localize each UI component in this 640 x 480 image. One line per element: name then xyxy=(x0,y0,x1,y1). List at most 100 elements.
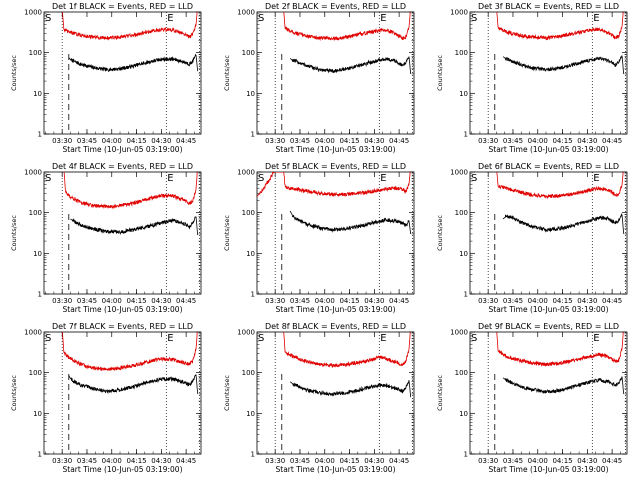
y-tick-label: 1000 xyxy=(24,169,42,177)
x-tick-label: 04:45 xyxy=(389,457,409,465)
series-line-events xyxy=(70,216,199,236)
x-axis-label: Start Time (10-Jun-05 03:19:00) xyxy=(489,465,609,474)
y-tick-label: 1000 xyxy=(450,169,468,177)
x-tick-label: 04:00 xyxy=(102,297,122,305)
x-tick-label: 04:15 xyxy=(126,297,146,305)
plot-frame xyxy=(469,331,628,455)
y-tick-label: 10 xyxy=(459,410,468,418)
x-tick-label: 04:45 xyxy=(176,297,196,305)
panel-5: Det 5f BLACK = Events, RED = LLD 1 10 100 10… xyxy=(223,162,415,314)
x-tick-label: 04:45 xyxy=(389,137,409,145)
y-tick-label: 1000 xyxy=(24,9,42,17)
y-axis-label: Counts/sec xyxy=(436,55,444,91)
y-tick-label: 100 xyxy=(242,49,255,57)
panel-2: Det 2f BLACK = Events, RED = LLD 1 10 100 10… xyxy=(223,2,415,154)
series-line-lld xyxy=(496,172,624,200)
x-tick-label: 04:45 xyxy=(602,297,622,305)
series-line-lld xyxy=(257,172,411,198)
y-tick-label: 10 xyxy=(246,410,255,418)
series-line-lld xyxy=(496,12,624,41)
x-tick-label: 04:30 xyxy=(364,297,384,305)
x-tick-label: 04:30 xyxy=(151,297,171,305)
series-group xyxy=(496,332,625,394)
series-group xyxy=(496,12,625,74)
end-marker: E xyxy=(167,13,173,24)
x-tick-label: 04:30 xyxy=(577,457,597,465)
panel-3: Det 3f BLACK = Events, RED = LLD 1 10 100 10… xyxy=(436,2,628,154)
x-tick-label: 04:30 xyxy=(364,137,384,145)
x-axis-label: Start Time (10-Jun-05 03:19:00) xyxy=(63,465,183,474)
start-marker: S xyxy=(45,173,51,184)
y-tick-label: 1000 xyxy=(24,329,42,337)
plot-frame xyxy=(256,331,415,455)
panel-4: Det 4f BLACK = Events, RED = LLD 1 10 100 10… xyxy=(10,162,202,314)
y-tick-label: 1000 xyxy=(237,329,255,337)
x-tick-label: 03:45 xyxy=(503,297,523,305)
x-tick-label: 03:45 xyxy=(290,457,310,465)
start-marker: S xyxy=(471,333,477,344)
x-tick-label: 04:45 xyxy=(602,457,622,465)
series-line-lld xyxy=(62,332,198,372)
series-group xyxy=(257,172,412,234)
y-tick-label: 1 xyxy=(464,131,468,139)
y-tick-label: 1 xyxy=(38,131,42,139)
panel-title: Det 3f BLACK = Events, RED = LLD xyxy=(478,2,619,11)
y-tick-label: 100 xyxy=(242,209,255,217)
x-tick-label: 04:15 xyxy=(552,457,572,465)
series-group xyxy=(283,332,412,398)
panel-8: Det 8f BLACK = Events, RED = LLD 1 10 100 10… xyxy=(223,322,415,474)
y-axis-label: Counts/sec xyxy=(10,375,18,411)
plot-frame xyxy=(469,171,628,295)
x-tick-label: 04:15 xyxy=(339,137,359,145)
x-tick-label: 03:45 xyxy=(77,457,97,465)
x-tick-label: 03:30 xyxy=(52,297,72,305)
y-tick-label: 10 xyxy=(33,90,42,98)
y-tick-label: 1 xyxy=(38,291,42,299)
x-tick-label: 04:15 xyxy=(126,137,146,145)
x-tick-label: 04:15 xyxy=(339,297,359,305)
x-tick-label: 04:30 xyxy=(364,457,384,465)
panel-6: Det 6f BLACK = Events, RED = LLD 1 10 100 10… xyxy=(436,162,628,314)
start-marker: S xyxy=(45,13,51,24)
y-axis-label: Counts/sec xyxy=(223,375,231,411)
y-tick-label: 1 xyxy=(251,131,255,139)
y-tick-label: 1 xyxy=(38,451,42,459)
panel-9: Det 9f BLACK = Events, RED = LLD 1 10 100 10… xyxy=(436,322,628,474)
x-tick-label: 04:00 xyxy=(528,457,548,465)
x-tick-label: 03:30 xyxy=(478,297,498,305)
y-tick-label: 10 xyxy=(246,250,255,258)
series-line-events xyxy=(502,213,625,234)
y-tick-label: 10 xyxy=(33,250,42,258)
series-line-events xyxy=(289,56,412,74)
series-line-lld xyxy=(63,172,198,210)
x-tick-label: 03:30 xyxy=(265,457,285,465)
x-tick-label: 03:45 xyxy=(503,457,523,465)
series-line-lld xyxy=(283,332,411,369)
series-line-events xyxy=(502,55,625,74)
y-axis-label: Counts/sec xyxy=(436,375,444,411)
plot-frame xyxy=(469,11,628,135)
series-line-events xyxy=(68,374,199,394)
x-tick-label: 04:30 xyxy=(151,137,171,145)
x-tick-label: 03:45 xyxy=(77,297,97,305)
y-tick-label: 100 xyxy=(29,209,42,217)
y-tick-label: 10 xyxy=(246,90,255,98)
y-tick-label: 1 xyxy=(464,291,468,299)
series-group xyxy=(62,332,199,394)
series-line-events xyxy=(289,380,412,398)
x-tick-label: 04:00 xyxy=(315,457,335,465)
x-tick-label: 03:30 xyxy=(478,457,498,465)
x-tick-label: 04:45 xyxy=(389,297,409,305)
y-tick-label: 100 xyxy=(242,369,255,377)
x-tick-label: 04:15 xyxy=(339,457,359,465)
x-tick-label: 03:30 xyxy=(52,137,72,145)
end-marker: E xyxy=(167,333,173,344)
x-tick-label: 04:45 xyxy=(176,137,196,145)
x-tick-label: 04:00 xyxy=(102,457,122,465)
panel-title: Det 5f BLACK = Events, RED = LLD xyxy=(265,162,406,171)
x-axis-label: Start Time (10-Jun-05 03:19:00) xyxy=(276,305,396,314)
end-marker: E xyxy=(167,173,173,184)
y-tick-label: 10 xyxy=(33,410,42,418)
x-axis-label: Start Time (10-Jun-05 03:19:00) xyxy=(489,145,609,154)
